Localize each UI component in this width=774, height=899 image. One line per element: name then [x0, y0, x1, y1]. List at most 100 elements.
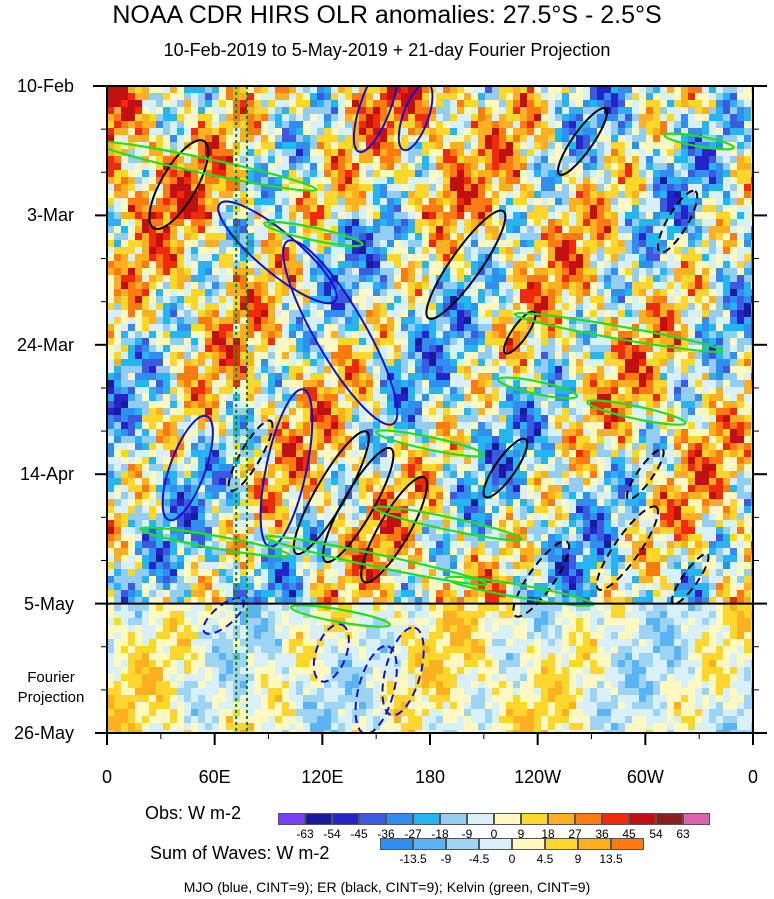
x-tick-label: 120E [301, 767, 344, 787]
chart-title: NOAA CDR HIRS OLR anomalies: 27.5°S - 2.… [112, 1, 662, 29]
contours-mjo [161, 86, 434, 733]
colorbar-swatch [446, 838, 479, 850]
mjo-contour [202, 597, 245, 635]
mjo-contour [312, 623, 350, 683]
colorbar-swatch [512, 838, 545, 850]
er-contour [503, 310, 537, 355]
colorbar-swatch [548, 813, 575, 825]
kelvin-contour [263, 220, 364, 248]
y-tick-label: 10-Feb [16, 76, 74, 96]
mjo-contour [354, 644, 398, 733]
contours-er [148, 107, 710, 618]
colorbar-swatch [494, 813, 521, 825]
x-tick-label: 60W [626, 767, 664, 787]
kelvin-contour [663, 132, 735, 151]
obs-colorbar [278, 813, 710, 825]
kelvin-contour [374, 429, 486, 458]
colorbar-tick-label: -36 [377, 827, 395, 841]
contours-kelvin [107, 132, 735, 628]
colorbar-tick-label: -4.5 [468, 852, 490, 866]
y-tick-label: 24-Mar [16, 334, 74, 355]
y-tick-label: 5-May [23, 593, 74, 614]
kelvin-contour [513, 312, 724, 353]
x-tick-label: 0 [101, 767, 112, 787]
er-contour [322, 446, 395, 564]
er-contour [425, 209, 507, 320]
x-tick-label: 0 [747, 767, 758, 787]
er-contour [148, 139, 210, 230]
colorbar-tick-label: 63 [676, 827, 690, 841]
kelvin-contour [289, 604, 391, 628]
colorbar-swatch [575, 813, 602, 825]
colorbar-swatch [683, 813, 710, 825]
mjo-contour [282, 239, 399, 426]
kelvin-contour [497, 376, 579, 400]
mjo-contour [217, 200, 338, 305]
colorbar-tick-label: 54 [649, 827, 663, 841]
colorbar-tick-label: -9 [440, 852, 452, 866]
colorbar-tick-label: -9 [461, 827, 473, 841]
colorbar-tick-label: 45 [622, 827, 636, 841]
er-contour [512, 540, 571, 618]
colorbar-tick-label: 18 [541, 827, 555, 841]
kelvin-contour [264, 535, 488, 586]
er-contour [657, 189, 699, 254]
colorbar-swatch [521, 813, 548, 825]
colorbar-swatch [467, 813, 494, 825]
colorbar-tick-label: 36 [595, 827, 609, 841]
anomaly-field [107, 86, 753, 733]
obs-colorbar-title: Obs: W m-2 [145, 803, 242, 823]
colorbar-swatch [359, 813, 386, 825]
er-contour [670, 552, 710, 606]
x-tick-label: 60E [198, 767, 231, 787]
er-contour [227, 419, 274, 492]
x-tick-label: 120W [514, 767, 562, 787]
colorbar-swatch [413, 813, 440, 825]
colorbar-swatch [479, 838, 512, 850]
colorbar-tick-label: 9 [574, 852, 582, 866]
mjo-contour [397, 86, 434, 152]
colorbar-tick-label: 0 [490, 827, 498, 841]
colorbar-swatch [380, 838, 413, 850]
colorbar-swatch [386, 813, 413, 825]
colorbar-tick-label: 4.5 [536, 852, 554, 866]
er-contour [557, 107, 609, 176]
mjo-contour [352, 86, 400, 153]
colorbar-tick-label: 9 [517, 827, 525, 841]
colorbar-swatch [545, 838, 578, 850]
er-contour [625, 448, 665, 501]
wave-legend: MJO (blue, CINT=9); ER (black, CINT=9); … [183, 879, 591, 895]
colorbar-tick-label: -18 [431, 827, 449, 841]
er-contour [482, 437, 529, 499]
er-contour [595, 505, 659, 591]
colorbar-tick-label: -13.5 [399, 852, 427, 866]
colorbar-swatch [278, 813, 305, 825]
colorbar-swatch [440, 813, 467, 825]
kelvin-contour [373, 505, 523, 542]
colorbar-swatch [578, 838, 611, 850]
colorbar-swatch [413, 838, 446, 850]
waves-colorbar-title: Sum of Waves: W m-2 [150, 843, 330, 863]
y-tick-label: 14-Apr [19, 464, 74, 485]
colorbar-tick-label: -54 [323, 827, 341, 841]
kelvin-contour [107, 140, 318, 192]
waves-colorbar [380, 838, 644, 850]
x-tick-label: 180 [414, 767, 446, 787]
projection-label: Fourier Projection [17, 669, 85, 706]
y-tick-label: 26-May [13, 723, 74, 743]
colorbar-swatch [305, 813, 332, 825]
chart-subtitle: 10-Feb-2019 to 5-May-2019 + 21-day Fouri… [163, 40, 611, 60]
colorbar-tick-label: -63 [296, 827, 314, 841]
colorbar-tick-label: 13.5 [599, 852, 623, 866]
kelvin-contour [586, 399, 687, 426]
colorbar-swatch [656, 813, 683, 825]
colorbar-swatch [602, 813, 629, 825]
mjo-contour [161, 414, 214, 522]
colorbar-tick-label: -45 [350, 827, 368, 841]
colorbar-tick-label: 0 [508, 852, 516, 866]
er-contour [360, 475, 428, 584]
y-tick-label: 3-Mar [26, 205, 74, 226]
kelvin-contour [139, 526, 290, 558]
colorbar-swatch [611, 838, 644, 850]
